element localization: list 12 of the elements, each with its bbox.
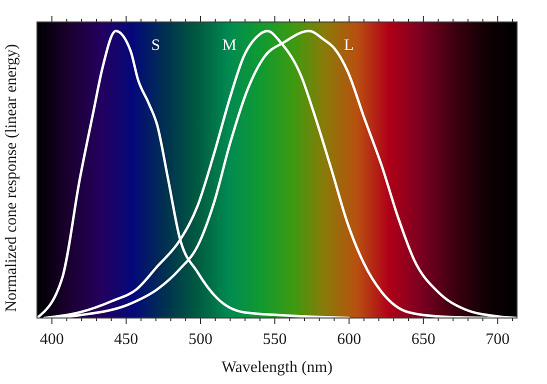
x-tick-label: 600	[337, 331, 362, 348]
x-tick-label: 550	[262, 331, 287, 348]
series-label: S	[151, 37, 160, 54]
x-tick-label: 400	[40, 331, 64, 348]
x-tick-label: 500	[188, 331, 212, 348]
x-tick-label: 700	[486, 331, 510, 348]
series-label: M	[222, 37, 236, 54]
x-tick-label: 450	[114, 331, 138, 348]
series-label: L	[344, 37, 354, 54]
y-axis-title: Normalized cone response (linear energy)	[3, 44, 20, 312]
x-axis-title: Wavelength (nm)	[221, 359, 333, 376]
x-tick-label: 650	[411, 331, 436, 348]
